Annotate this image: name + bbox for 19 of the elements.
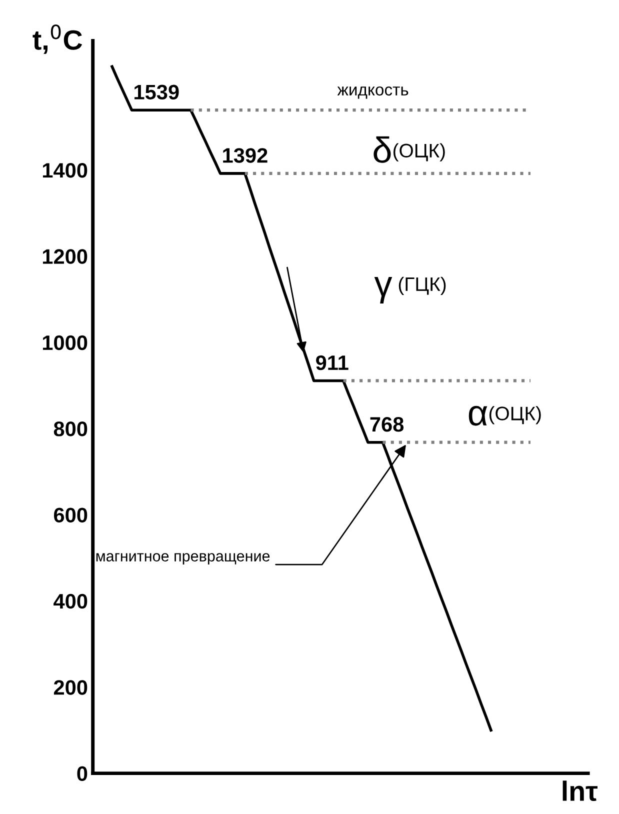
- y-tick-label: 1200: [42, 249, 88, 264]
- data-label: 1392: [223, 148, 268, 163]
- x-axis-title: lnτ: [562, 780, 598, 802]
- data-label: 911: [316, 355, 348, 370]
- annotation: магнитное превращение: [96, 553, 270, 565]
- y-tick-label: 1000: [42, 335, 88, 350]
- data-label: 768: [370, 417, 404, 432]
- y-axis-title: t,$^{0}$C: [32, 24, 82, 54]
- annotation: α(ОЦК): [468, 406, 541, 426]
- y-tick-label: 800: [54, 422, 88, 436]
- data-label: 1539: [134, 84, 179, 100]
- y-tick-label: 0: [77, 766, 88, 782]
- y-tick-label: 1400: [42, 162, 88, 178]
- annotation: δ(ОЦК): [374, 136, 445, 163]
- y-tick-label: 400: [54, 594, 88, 609]
- y-tick-label: 200: [54, 680, 88, 695]
- annotation: жидкость: [337, 86, 408, 99]
- annotation: γ (ГЦК): [374, 276, 446, 304]
- y-tick-label: 600: [54, 508, 88, 522]
